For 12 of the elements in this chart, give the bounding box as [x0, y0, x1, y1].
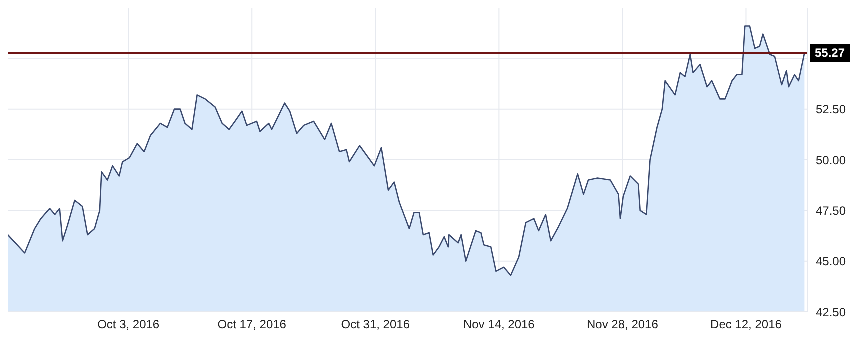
- x-tick-label: Oct 31, 2016: [341, 318, 410, 332]
- ref-line-label: 55.27: [814, 46, 846, 60]
- y-tick-label: 50.00: [816, 153, 846, 168]
- x-tick-label: Oct 17, 2016: [218, 318, 287, 332]
- y-tick-label: 45.00: [816, 254, 846, 269]
- x-tick-label: Nov 14, 2016: [463, 318, 536, 332]
- x-tick-label: Oct 3, 2016: [98, 318, 160, 332]
- y-tick-label: 42.50: [816, 305, 846, 320]
- y-tick-label: 52.50: [816, 102, 846, 117]
- y-tick-label: 47.50: [816, 204, 846, 218]
- x-tick-label: Dec 12, 2016: [710, 318, 782, 332]
- x-tick-label: Nov 28, 2016: [587, 318, 659, 332]
